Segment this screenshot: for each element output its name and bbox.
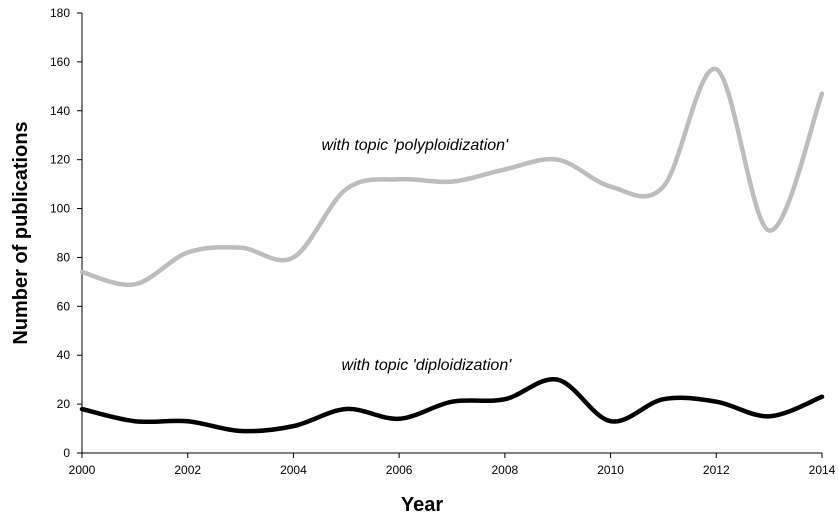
annotation-diploidization: with topic 'diploidization' — [342, 357, 513, 374]
x-tick-label: 2004 — [280, 463, 307, 477]
x-ticks: 2000 2002 2004 2006 2008 2010 2012 2014 — [69, 453, 836, 477]
series-layer — [79, 66, 825, 434]
y-ticks: 0 20 40 60 80 100 120 140 160 180 — [50, 6, 82, 460]
x-tick-label: 2000 — [69, 463, 96, 477]
y-tick-label: 140 — [50, 104, 70, 118]
y-tick-label: 100 — [50, 202, 70, 216]
x-axis-title: Year — [401, 494, 443, 516]
x-tick-label: 2002 — [174, 463, 201, 477]
y-tick-label: 120 — [50, 153, 70, 167]
annotation-polyploidization: with topic 'polyploidization' — [321, 137, 509, 154]
x-tick-label: 2014 — [809, 463, 836, 477]
series-line-0 — [79, 66, 825, 288]
x-tick-label: 2012 — [703, 463, 730, 477]
series-line-1 — [79, 377, 825, 434]
y-tick-label: 40 — [57, 348, 71, 362]
y-tick-label: 60 — [57, 299, 71, 313]
x-tick-label: 2010 — [597, 463, 624, 477]
axes — [81, 13, 822, 454]
y-tick-label: 160 — [50, 55, 70, 69]
y-tick-label: 80 — [57, 250, 71, 264]
y-tick-label: 20 — [57, 397, 71, 411]
x-tick-label: 2006 — [386, 463, 413, 477]
annotation-layer: with topic 'polyploidization' with topic … — [321, 137, 512, 374]
x-tick-label: 2008 — [492, 463, 519, 477]
y-axis-title: Number of publications — [10, 121, 32, 344]
y-tick-label: 0 — [63, 446, 70, 460]
y-tick-label: 180 — [50, 6, 70, 20]
